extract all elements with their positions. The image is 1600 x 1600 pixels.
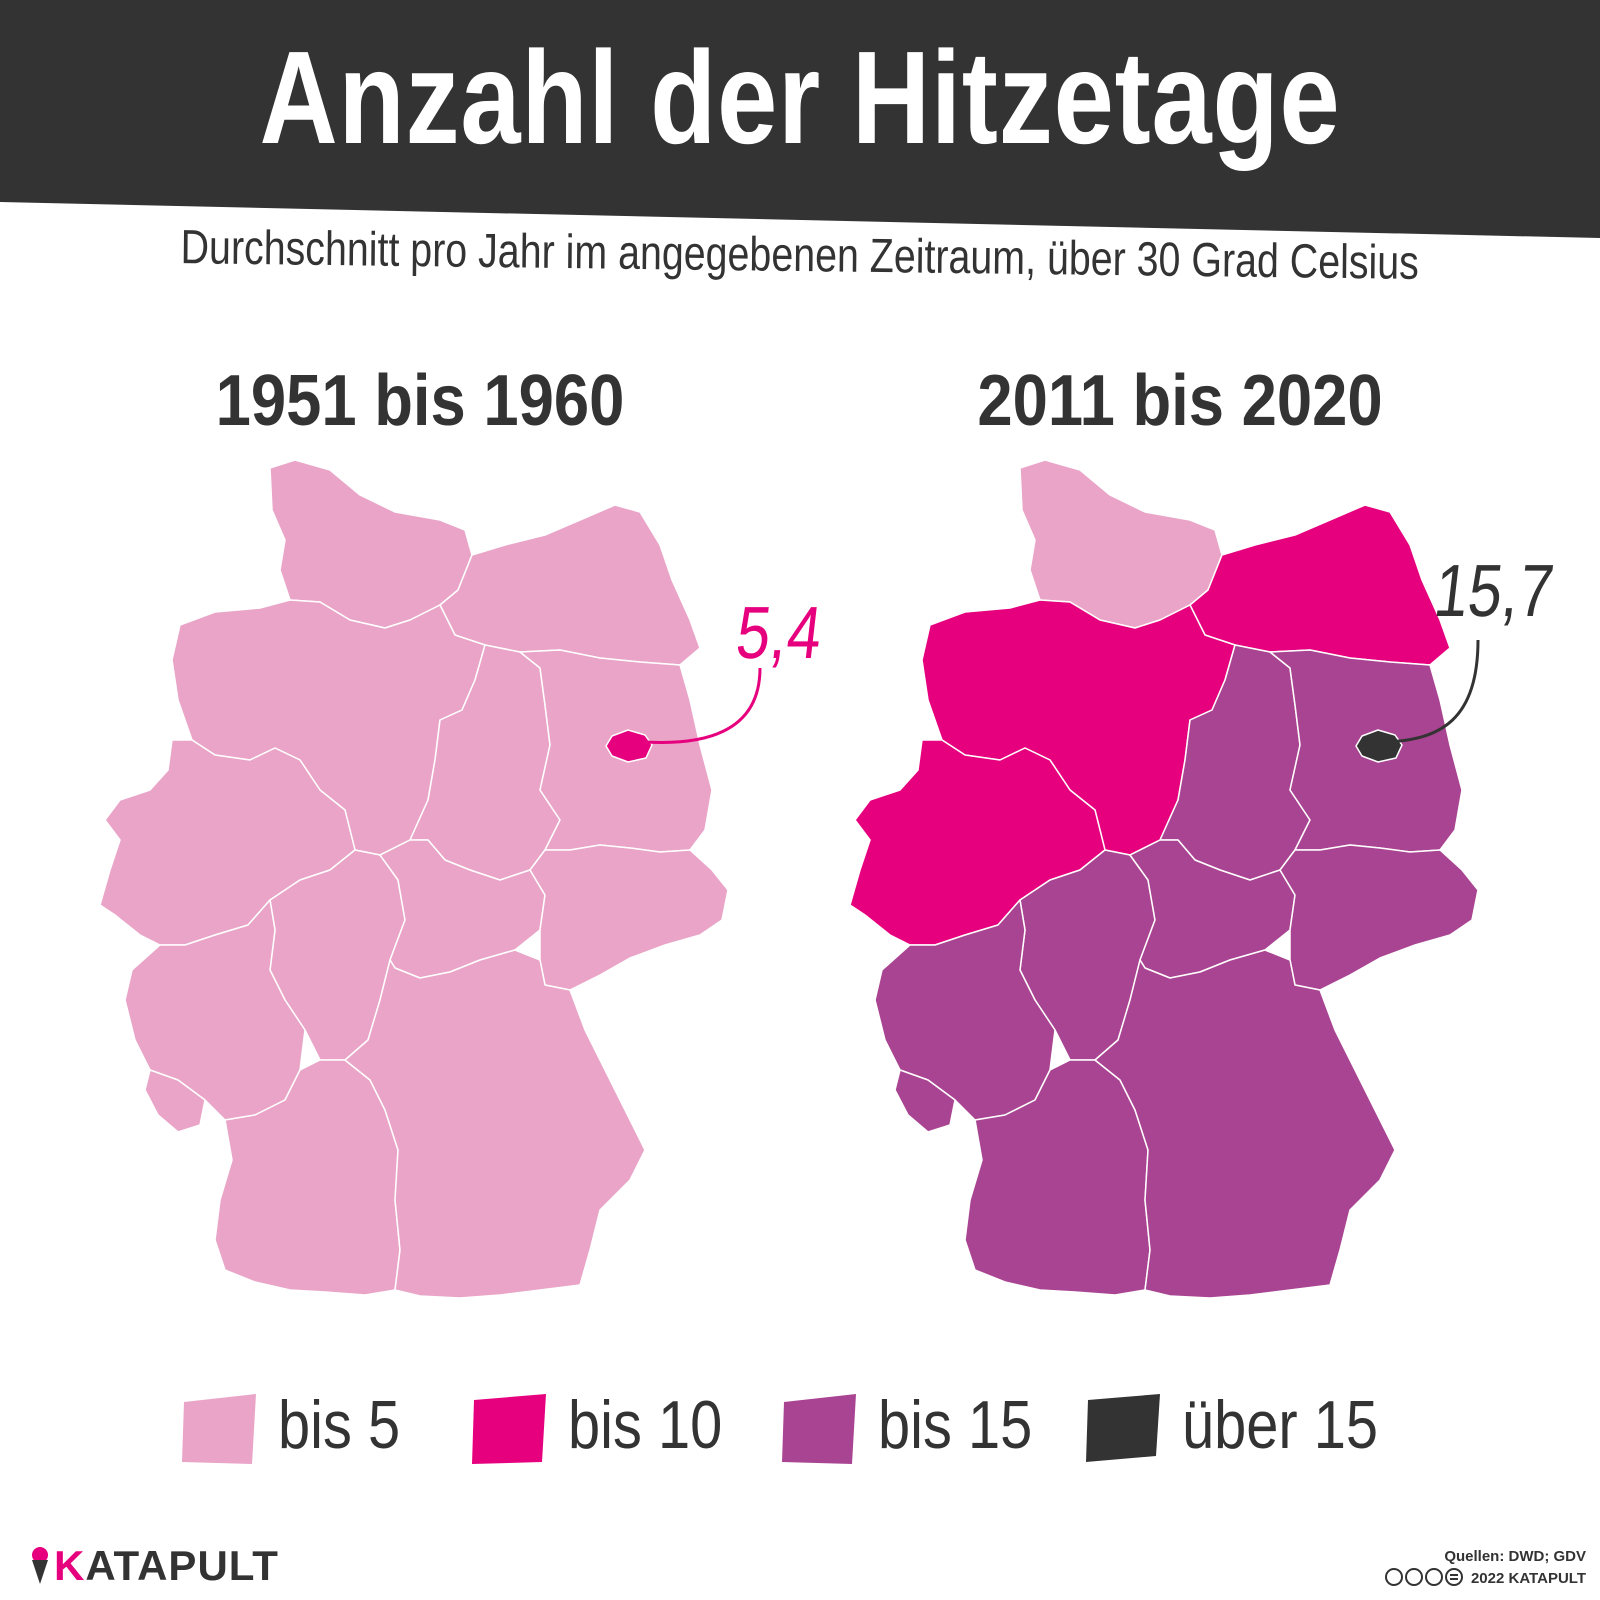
legend-swatch	[472, 1394, 546, 1464]
maps-canvas	[99, 459, 1480, 1299]
region-sachsen-1951-1960	[529, 844, 729, 991]
sources-text: Quellen: DWD; GDV	[1444, 1548, 1586, 1565]
sources: Quellen: DWD; GDV 2022 KATAPULT	[1384, 1546, 1586, 1590]
page-title: Anzahl der Hitzetage	[259, 24, 1341, 171]
region-mecklenburg-vorpommern-1951-1960	[439, 504, 701, 666]
legend-label: über 15	[1182, 1387, 1379, 1463]
map-2011-2020	[849, 459, 1479, 1299]
region-thueringen-1951-1960	[379, 839, 546, 979]
legend-label: bis 15	[878, 1387, 1033, 1463]
region-bayern-2011-2020	[1094, 949, 1396, 1299]
map-1951-1960	[99, 459, 729, 1299]
ice-cream-icon	[32, 1547, 48, 1584]
copyright-text: 2022 KATAPULT	[1470, 1570, 1586, 1587]
legend: bis 5 bis 10 bis 15 über 15	[0, 1380, 1600, 1490]
region-saarland-1951-1960	[144, 1069, 206, 1133]
region-berlin-1951-1960	[605, 729, 653, 763]
legend-label: bis 5	[278, 1387, 401, 1463]
period-label-left: 1951 bis 1960	[215, 361, 625, 441]
title-banner: Anzahl der Hitzetage	[0, 0, 1600, 240]
title-banner-background	[0, 0, 1600, 238]
callout-value-left: 5,4	[732, 591, 827, 674]
callout-line-left	[645, 667, 762, 744]
region-saarland-2011-2020	[894, 1069, 956, 1133]
region-mecklenburg-vorpommern-2011-2020	[1189, 504, 1451, 666]
period-label-right: 2011 bis 2020	[977, 361, 1383, 441]
logo-text: KATAPULT	[54, 1542, 279, 1589]
region-berlin-2011-2020	[1355, 729, 1403, 763]
region-sachsen-2011-2020	[1279, 844, 1479, 991]
legend-swatch	[182, 1394, 256, 1464]
legend-swatch	[1086, 1394, 1160, 1462]
region-thueringen-2011-2020	[1129, 839, 1296, 979]
legend-label: bis 10	[568, 1387, 723, 1463]
legend-swatch	[782, 1394, 856, 1464]
callout-value-right: 15,7	[1430, 549, 1558, 632]
region-bayern-1951-1960	[344, 949, 646, 1299]
creative-commons-by-nc-nd-icon	[1384, 1568, 1463, 1586]
callout-line-right	[1385, 639, 1480, 744]
